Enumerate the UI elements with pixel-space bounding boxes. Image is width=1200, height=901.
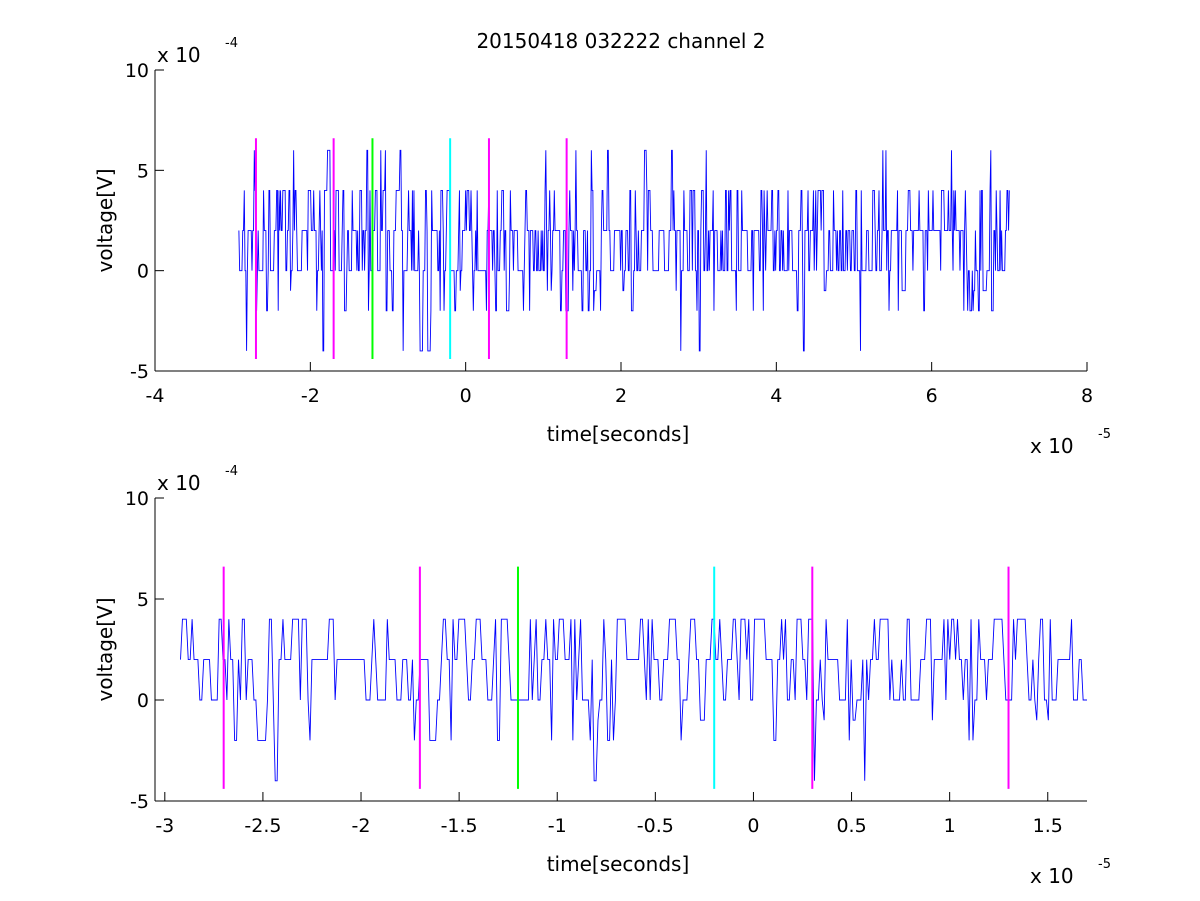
y-exponent-superscript: -4 [225,36,238,51]
y-tick-label: 0 [137,261,149,283]
x-tick-label: -4 [146,385,165,407]
y-axis-label: voltage[V] [93,597,117,701]
y-tick-label: 10 [125,60,149,82]
x-tick-label: 0 [747,815,759,837]
x-tick-label: -2 [352,815,371,837]
x-tick-label: 2 [615,385,627,407]
y-tick-label: 0 [137,690,149,712]
chart-1: -4 -2 0 2 4 6 8 -5 0 5 10 time[seconds] voltage[V] x … [93,29,1111,458]
x-exponent-label: x 10 [1030,864,1074,888]
x-tick-label: -1.5 [441,815,478,837]
x-tick-label: 8 [1081,385,1093,407]
chart-title: 20150418 032222 channel 2 [476,29,765,53]
x-tick-label: 6 [926,385,938,407]
y-tick-label: 5 [137,589,149,611]
y-tick-label: -5 [130,791,149,813]
x-exponent-label: x 10 [1030,434,1074,458]
x-tick-label: 0.5 [836,815,866,837]
x-tick-label: 1.5 [1033,815,1063,837]
x-tick-label: 4 [770,385,782,407]
y-exponent-label: x 10 [157,471,201,495]
x-axis-label: time[seconds] [547,852,690,876]
x-axis-label: time[seconds] [547,422,690,446]
y-tick-label: 10 [125,488,149,510]
x-tick-label: 0 [460,385,472,407]
x-tick-label: -1 [548,815,567,837]
x-tick-label: 1 [944,815,956,837]
x-exponent-superscript: -5 [1098,427,1111,442]
x-tick-label: -3 [155,815,174,837]
data-series-line [238,149,1010,352]
y-exponent-superscript: -4 [225,464,238,479]
y-exponent-label: x 10 [157,43,201,67]
y-axis-label: voltage[V] [93,168,117,272]
y-tick-label: -5 [130,361,149,383]
x-exponent-superscript: -5 [1098,857,1111,872]
data-series-line [180,618,1087,782]
x-tick-label: -2 [301,385,320,407]
chart-2: -3 -2.5 -2 -1.5 -1 -0.5 0 0.5 1 1.5 -5 0 5 10 time[sec… [93,464,1111,888]
x-tick-label: -2.5 [244,815,281,837]
x-tick-label: -0.5 [637,815,674,837]
y-tick-label: 5 [137,160,149,182]
